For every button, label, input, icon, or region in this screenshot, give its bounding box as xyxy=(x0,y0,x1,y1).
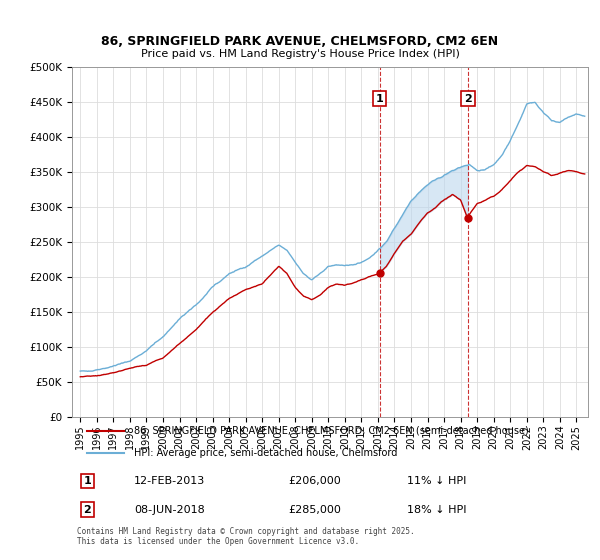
Text: 86, SPRINGFIELD PARK AVENUE, CHELMSFORD, CM2 6EN (semi-detached house): 86, SPRINGFIELD PARK AVENUE, CHELMSFORD,… xyxy=(134,426,529,436)
Text: £206,000: £206,000 xyxy=(289,476,341,486)
Text: 08-JUN-2018: 08-JUN-2018 xyxy=(134,505,205,515)
Text: HPI: Average price, semi-detached house, Chelmsford: HPI: Average price, semi-detached house,… xyxy=(134,447,397,458)
Text: 18% ↓ HPI: 18% ↓ HPI xyxy=(407,505,467,515)
Text: 2: 2 xyxy=(464,94,472,104)
Text: Price paid vs. HM Land Registry's House Price Index (HPI): Price paid vs. HM Land Registry's House … xyxy=(140,49,460,59)
Text: 11% ↓ HPI: 11% ↓ HPI xyxy=(407,476,467,486)
Text: £285,000: £285,000 xyxy=(289,505,341,515)
Text: 86, SPRINGFIELD PARK AVENUE, CHELMSFORD, CM2 6EN: 86, SPRINGFIELD PARK AVENUE, CHELMSFORD,… xyxy=(101,35,499,48)
Text: 2: 2 xyxy=(83,505,91,515)
Text: 12-FEB-2013: 12-FEB-2013 xyxy=(134,476,205,486)
Text: 1: 1 xyxy=(83,476,91,486)
Text: 1: 1 xyxy=(376,94,383,104)
Text: Contains HM Land Registry data © Crown copyright and database right 2025.
This d: Contains HM Land Registry data © Crown c… xyxy=(77,526,415,546)
